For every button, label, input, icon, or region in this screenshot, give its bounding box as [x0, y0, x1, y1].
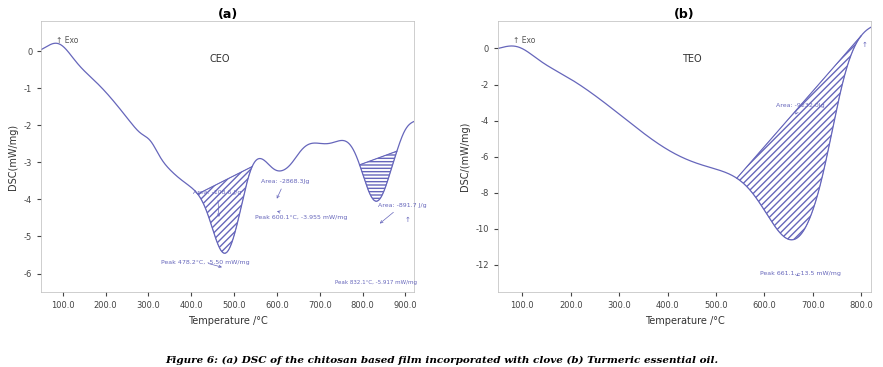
Text: ↑: ↑ [404, 217, 411, 223]
Title: (a): (a) [217, 8, 238, 21]
X-axis label: Temperature /°C: Temperature /°C [188, 316, 268, 326]
Text: Peak 832.1°C, -5.917 mW/mg: Peak 832.1°C, -5.917 mW/mg [336, 280, 418, 285]
Text: Peak 478.2°C, -5.50 mW/mg: Peak 478.2°C, -5.50 mW/mg [162, 260, 250, 268]
Text: ↑ Exo: ↑ Exo [57, 36, 79, 45]
Text: Area: -108.6 J/g: Area: -108.6 J/g [193, 190, 242, 216]
Y-axis label: DSC/(mW/mg): DSC/(mW/mg) [460, 122, 470, 191]
Text: ↑: ↑ [862, 41, 867, 48]
Text: Area: -2868.3Jg: Area: -2868.3Jg [260, 179, 309, 198]
Text: Peak 600.1°C, -3.955 mW/mg: Peak 600.1°C, -3.955 mW/mg [254, 211, 347, 219]
Title: (b): (b) [675, 8, 695, 21]
Text: Peak 661.1, -13.5 mW/mg: Peak 661.1, -13.5 mW/mg [759, 271, 841, 276]
Text: Area: -891.7 J/g: Area: -891.7 J/g [378, 203, 426, 223]
Y-axis label: DSC(mW/mg): DSC(mW/mg) [8, 124, 19, 190]
X-axis label: Temperature /°C: Temperature /°C [645, 316, 724, 326]
Text: ↑ Exo: ↑ Exo [513, 36, 535, 45]
Text: Figure 6: (a) DSC of the chitosan based film incorporated with clove (b) Turmeri: Figure 6: (a) DSC of the chitosan based … [165, 356, 718, 365]
Text: CEO: CEO [210, 54, 230, 64]
Text: Area: -9232.0Jg: Area: -9232.0Jg [776, 103, 825, 114]
Text: TEO: TEO [683, 54, 702, 64]
